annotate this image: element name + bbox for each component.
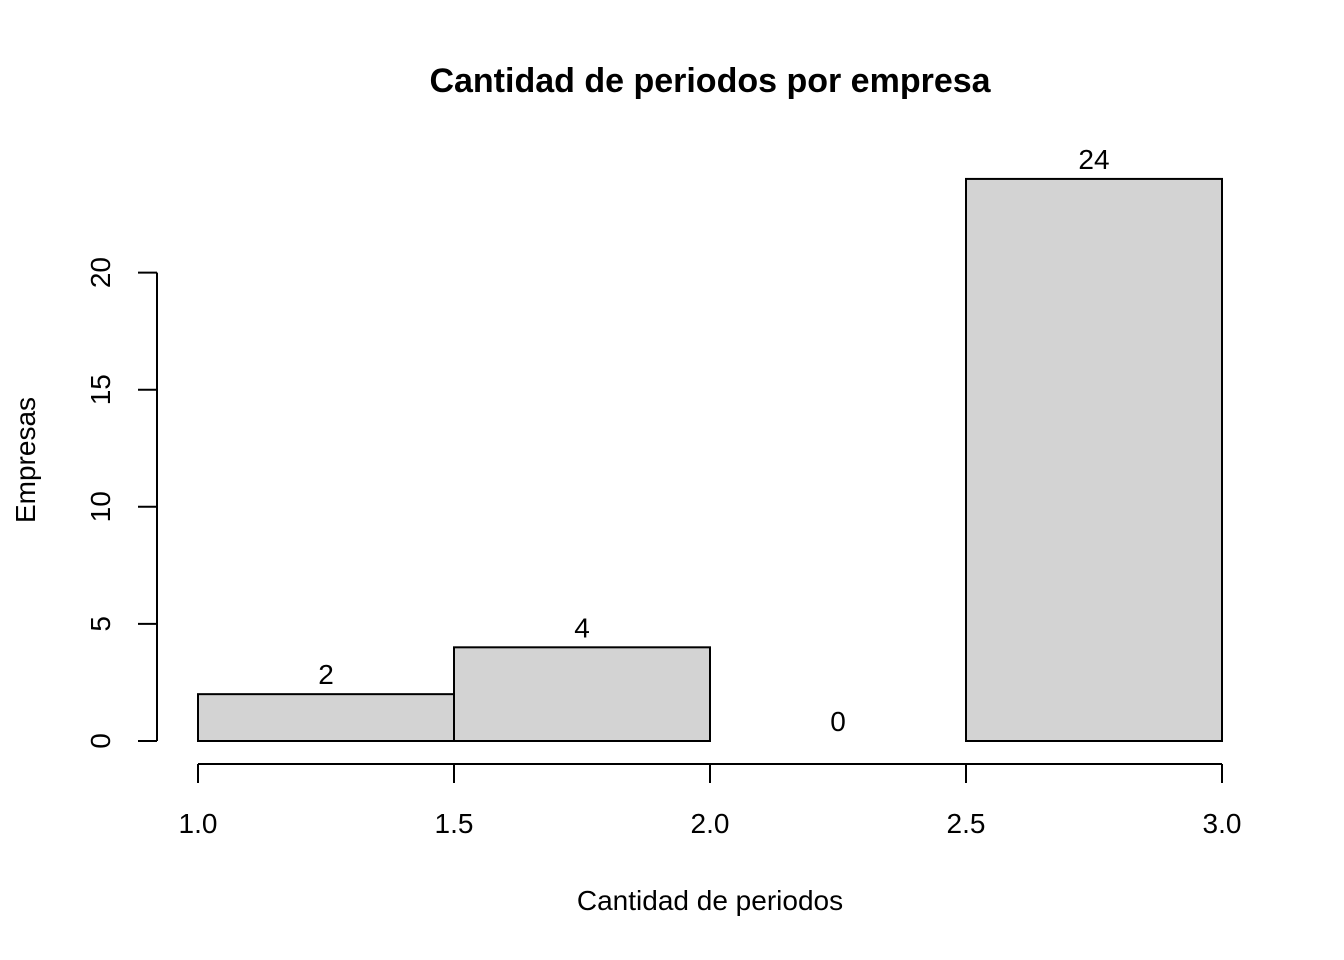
- y-tick-label: 5: [85, 616, 116, 632]
- x-axis: 1.0 1.5 2.0 2.5 3.0: [179, 763, 1242, 839]
- histogram-bar-1: [453, 646, 711, 743]
- bar-value-label-3: 24: [1078, 144, 1109, 175]
- y-tick-label: 0: [85, 733, 116, 749]
- chart-title: Cantidad de periodos por empresa: [429, 62, 991, 100]
- y-tick-label: 20: [85, 257, 116, 288]
- histogram-bar-3: [965, 177, 1223, 743]
- y-tick-label: 15: [85, 374, 116, 405]
- histogram-bar-0: [197, 693, 455, 742]
- x-tick-label: 1.0: [179, 808, 218, 839]
- bar-value-label-1: 4: [574, 612, 590, 643]
- y-axis: 0 5 10 15 20: [85, 257, 158, 749]
- x-axis-label: Cantidad de periodos: [577, 885, 843, 916]
- y-tick-label: 10: [85, 491, 116, 522]
- y-axis-label: Empresas: [10, 397, 41, 523]
- bar-value-label-0: 2: [318, 659, 334, 690]
- bars-group: [197, 177, 1223, 743]
- x-tick-label: 2.5: [947, 808, 986, 839]
- bar-value-label-2: 0: [830, 706, 846, 737]
- x-tick-label: 2.0: [691, 808, 730, 839]
- x-tick-label: 3.0: [1203, 808, 1242, 839]
- x-tick-label: 1.5: [435, 808, 474, 839]
